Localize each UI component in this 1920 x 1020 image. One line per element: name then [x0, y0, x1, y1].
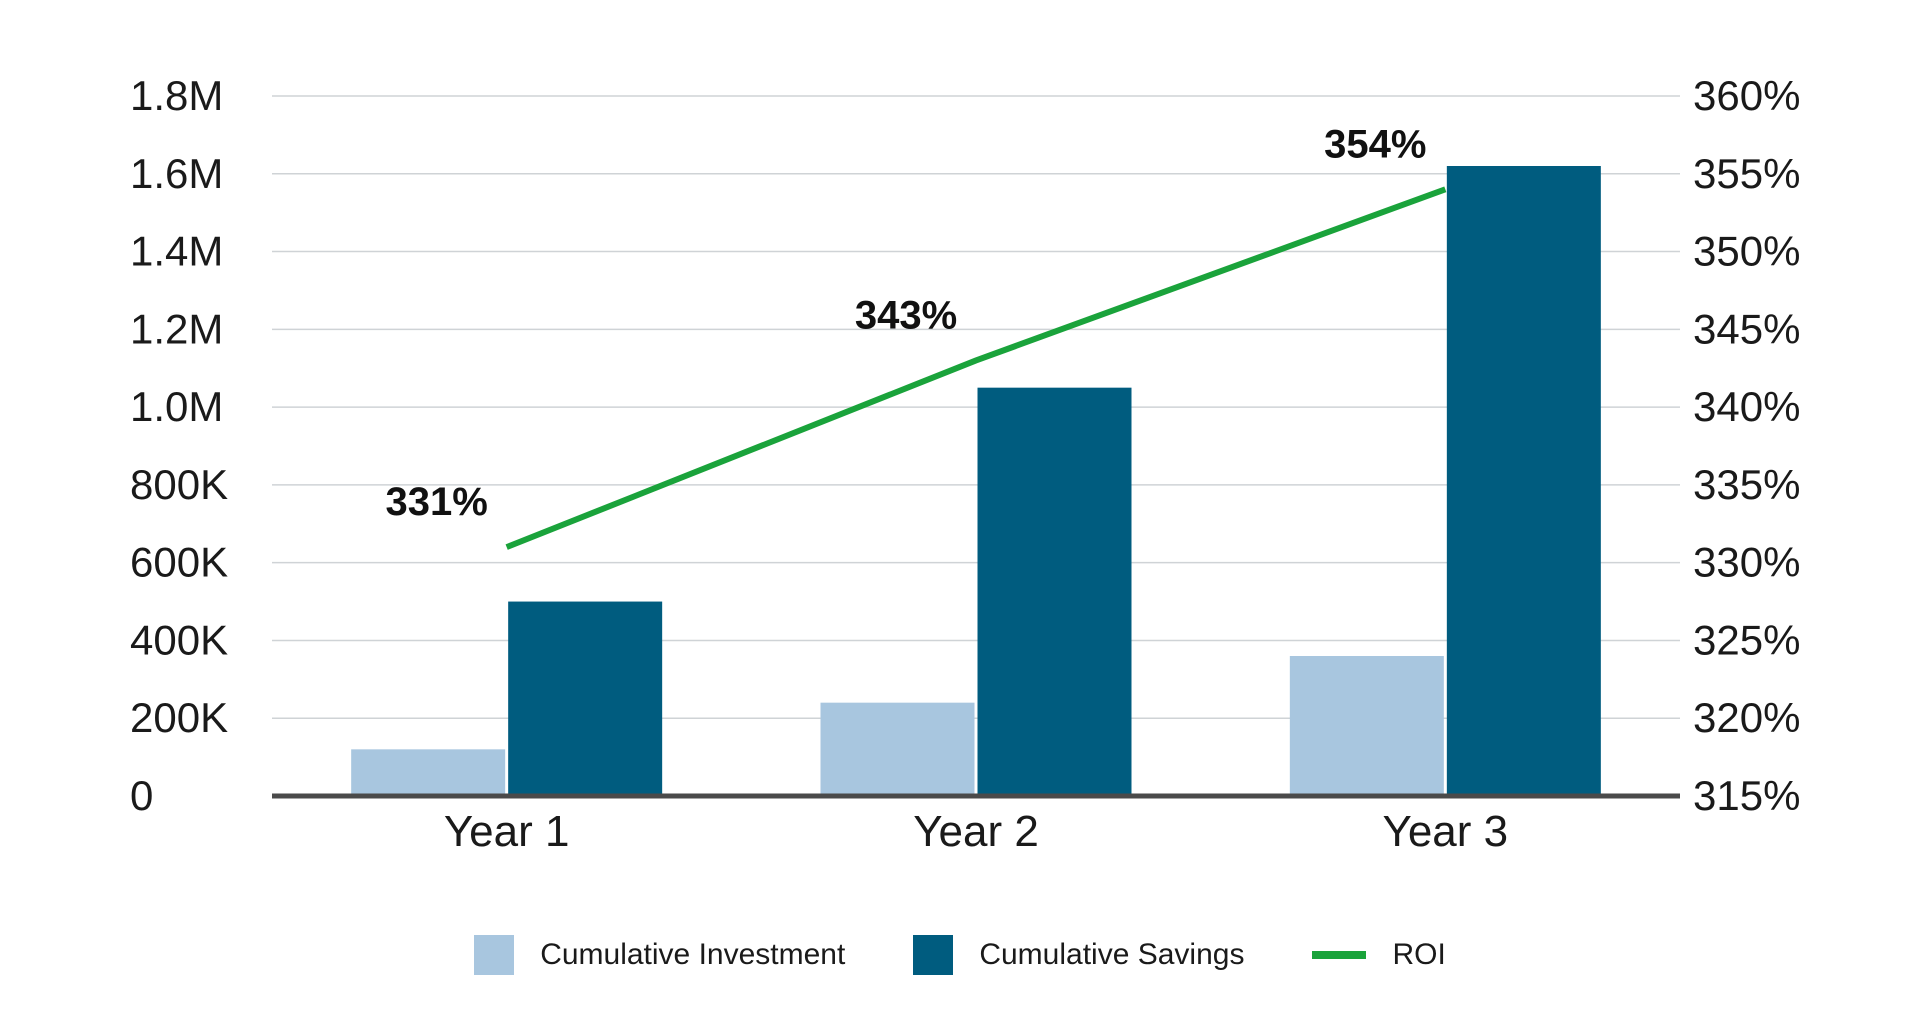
legend-item-cumulative-investment: Cumulative Investment: [474, 935, 845, 975]
bar-cumulative-savings: [977, 387, 1132, 796]
y-right-tick-label: 335%: [1693, 461, 1800, 508]
y-left-tick-label: 1.8M: [130, 72, 223, 119]
bar-cumulative-investment: [351, 749, 506, 796]
y-right-tick-label: 315%: [1693, 772, 1800, 819]
y-left-tick-label: 800K: [130, 461, 228, 508]
legend-label-cumulative-investment: Cumulative Investment: [540, 938, 846, 971]
y-right-tick-label: 320%: [1693, 694, 1800, 741]
y-left-tick-label: 1.6M: [130, 150, 223, 197]
legend-swatch-cumulative-savings: [913, 935, 954, 975]
legend-swatch-cumulative-investment: [474, 935, 515, 975]
chart-legend: Cumulative Investment Cumulative Savings…: [0, 925, 1920, 985]
y-left-tick-label: 1.2M: [130, 305, 223, 352]
roi-line: [505, 186, 1447, 550]
roi-data-label: 343%: [855, 293, 957, 337]
bar-cumulative-savings: [1446, 166, 1601, 796]
bar-cumulative-investment: [820, 702, 975, 796]
y-left-tick-label: 0: [130, 772, 153, 819]
legend-item-roi: ROI: [1312, 938, 1446, 972]
y-right-tick-label: 355%: [1693, 150, 1800, 197]
y-left-tick-label: 400K: [130, 616, 228, 663]
y-left-tick-label: 1.4M: [130, 228, 223, 275]
y-right-tick-label: 350%: [1693, 228, 1800, 275]
y-left-tick-label: 600K: [130, 539, 228, 586]
y-right-tick-label: 360%: [1693, 72, 1800, 119]
legend-label-cumulative-savings: Cumulative Savings: [979, 938, 1245, 971]
y-left-tick-label: 1.0M: [130, 383, 223, 430]
y-right-tick-label: 340%: [1693, 383, 1800, 430]
y-right-tick-label: 330%: [1693, 539, 1800, 586]
bar-cumulative-savings: [508, 601, 663, 796]
y-right-tick-label: 325%: [1693, 616, 1800, 663]
x-tick-label: Year 1: [444, 807, 570, 856]
legend-label-roi: ROI: [1392, 938, 1446, 971]
x-tick-label: Year 2: [913, 807, 1039, 856]
y-left-tick-label: 200K: [130, 694, 228, 741]
x-tick-label: Year 3: [1383, 807, 1509, 856]
legend-item-cumulative-savings: Cumulative Savings: [913, 935, 1244, 975]
roi-data-label: 354%: [1324, 122, 1426, 166]
bar-cumulative-investment: [1289, 656, 1444, 796]
legend-line-roi: [1312, 951, 1367, 959]
roi-data-label: 331%: [386, 480, 488, 524]
y-right-tick-label: 345%: [1693, 305, 1800, 352]
